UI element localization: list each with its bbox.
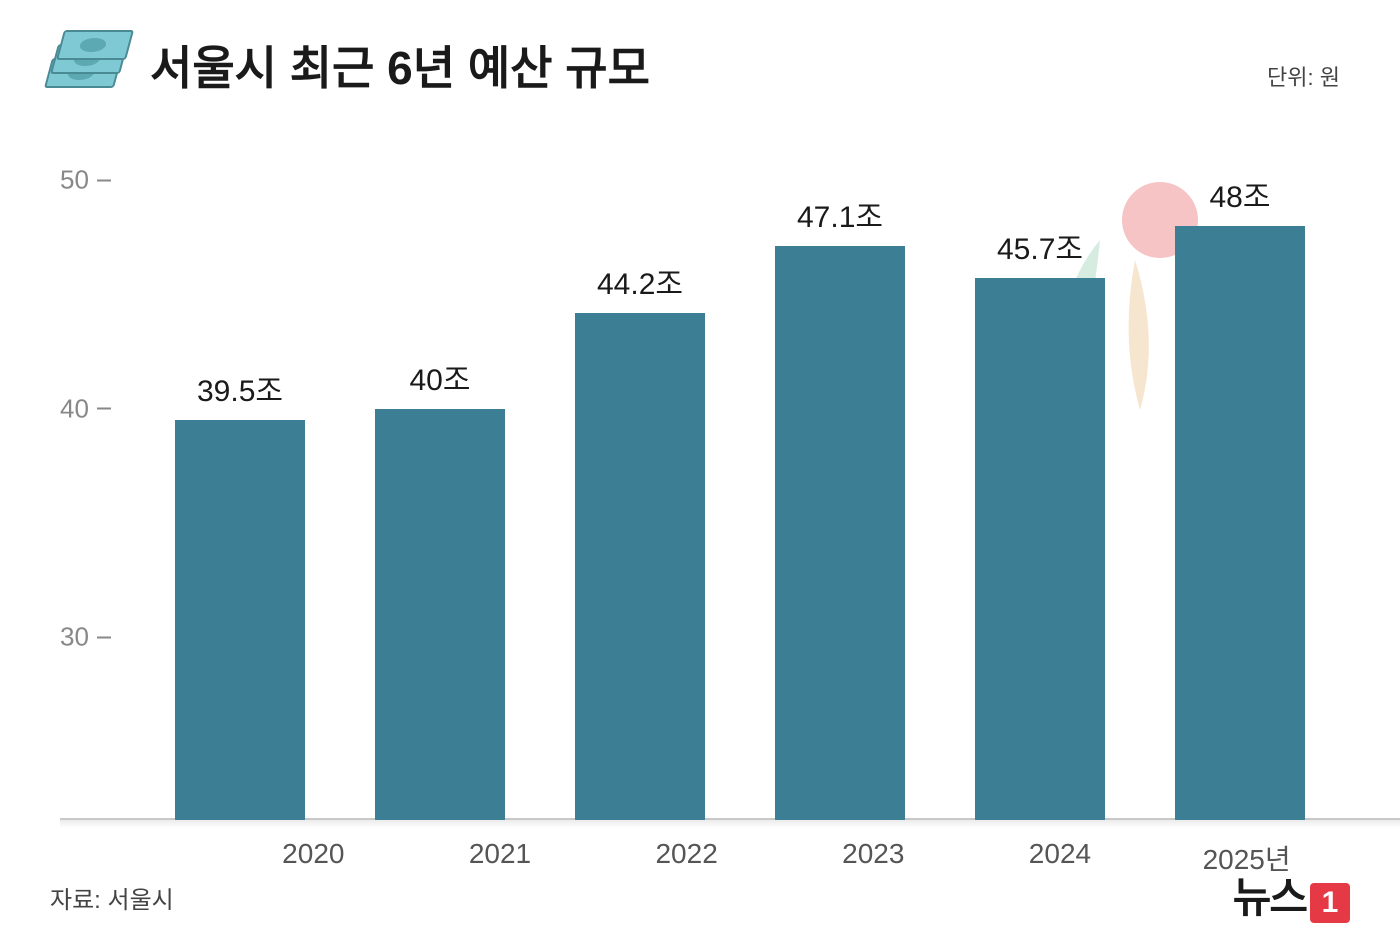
- bar: [975, 278, 1105, 820]
- bar: [1175, 226, 1305, 820]
- bars-group: 39.5조40조44.2조47.1조45.7조48조: [140, 180, 1340, 820]
- y-tick-mark: [97, 179, 111, 181]
- chart-title: 서울시 최근 6년 예산 규모: [150, 32, 650, 98]
- bar-value-label: 48조: [1210, 172, 1271, 216]
- bar: [775, 246, 905, 820]
- y-tick: 50: [60, 165, 111, 196]
- bar-value-label: 40조: [410, 355, 471, 399]
- x-axis-label: 2024: [985, 838, 1135, 878]
- money-stack-icon: [40, 30, 130, 100]
- bar: [175, 420, 305, 820]
- x-axis-label: 2023: [798, 838, 948, 878]
- y-tick-mark: [97, 408, 111, 410]
- y-axis: 304050: [60, 180, 130, 820]
- header: 서울시 최근 6년 예산 규모: [40, 30, 1360, 100]
- x-axis-label: 2022: [612, 838, 762, 878]
- bar-value-label: 39.5조: [197, 366, 283, 410]
- chart-container: 서울시 최근 6년 예산 규모 단위: 원 30 40 50 39.5조 40조 44.…: [0, 0, 1400, 950]
- bar: [375, 409, 505, 820]
- bar-group: 40조: [365, 355, 515, 820]
- x-axis-label: 2021: [425, 838, 575, 878]
- bar-value-label: 45.7조: [997, 224, 1083, 268]
- bar-group: 47.1조: [765, 192, 915, 820]
- plot-area: 39.5조40조44.2조47.1조45.7조48조 2020202120222…: [140, 180, 1340, 820]
- chart-area: 304050 39.5조40조44.2조47.1조45.7조48조 202020…: [60, 180, 1340, 820]
- y-tick-mark: [97, 636, 111, 638]
- x-axis-labels: 202020212022202320242025년: [220, 838, 1340, 878]
- bar: [575, 313, 705, 820]
- unit-label: 단위: 원: [1267, 60, 1340, 92]
- bar-group: 44.2조: [565, 259, 715, 820]
- y-tick: 40: [60, 393, 111, 424]
- bar-group: 48조: [1165, 172, 1315, 820]
- bar-value-label: 47.1조: [797, 192, 883, 236]
- baseline-shadow: [60, 820, 1400, 828]
- news-logo: 뉴스 1: [1233, 864, 1350, 925]
- y-tick-label: 40: [60, 393, 89, 424]
- x-axis-label: 2020: [238, 838, 388, 878]
- bar-value-label: 44.2조: [597, 259, 683, 303]
- y-tick-label: 50: [60, 165, 89, 196]
- bar-group: 45.7조: [965, 224, 1115, 820]
- logo-number: 1: [1310, 883, 1350, 923]
- source-label: 자료: 서울시: [50, 880, 174, 915]
- bar-group: 39.5조: [165, 366, 315, 820]
- y-tick-label: 30: [60, 622, 89, 653]
- y-tick: 30: [60, 622, 111, 653]
- logo-text: 뉴스: [1233, 864, 1306, 925]
